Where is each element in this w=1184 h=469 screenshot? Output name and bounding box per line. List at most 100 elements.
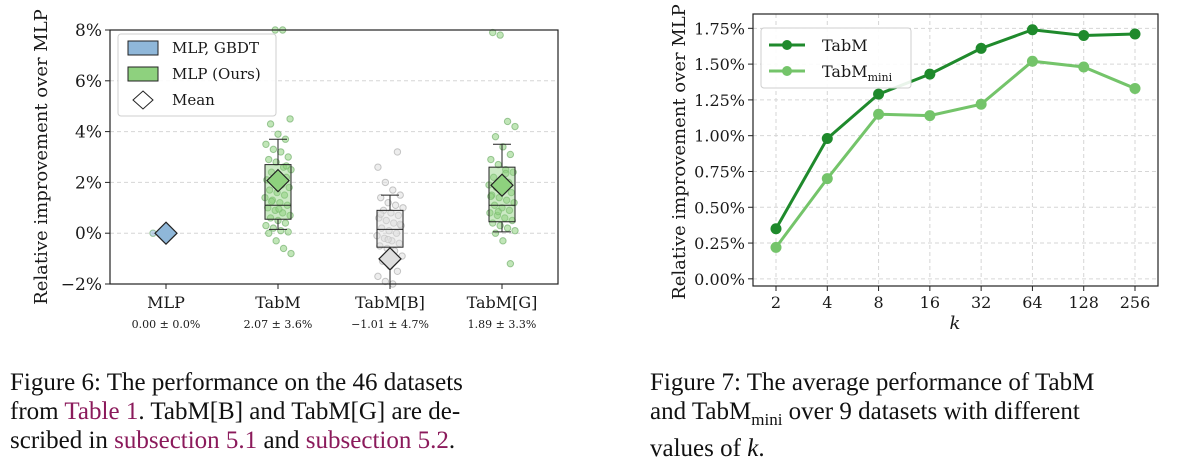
legend-label-ours: MLP (Ours) [172, 65, 261, 83]
fig6-data-point [381, 178, 390, 187]
fig6-data-point [389, 186, 397, 194]
fig6-x-tick-label: MLP [147, 293, 185, 312]
fig6-points [149, 26, 519, 288]
fig7-data-point [1129, 82, 1141, 94]
fig6-data-point [387, 209, 395, 217]
fig6-data-point [381, 277, 390, 286]
fig6-mean-marker [154, 221, 178, 246]
subsection-5-2-link[interactable]: subsection 5.2 [305, 427, 449, 454]
fig6-data-point [384, 235, 392, 244]
fig7-data-point [873, 108, 885, 120]
fig6-data-point [489, 28, 497, 37]
legend-marker-tabm-mini [782, 66, 792, 76]
fig7-caption-k: k [747, 435, 759, 462]
fig6-data-point [395, 239, 403, 248]
fig7-data-point [1078, 29, 1090, 41]
legend-label-tabm-mini: TabMmini [822, 62, 893, 84]
fig7-caption-line-1: Figure 7: The average performance of Tab… [650, 369, 1095, 396]
fig7-x-tick-label: 32 [971, 293, 991, 312]
fig7-data-point [821, 133, 833, 145]
fig7-x-tick-label: 256 [1120, 293, 1151, 312]
fig6-y-tick-label: 4% [75, 123, 102, 143]
fig6-data-point [272, 237, 280, 245]
fig6-caption-text: . TabM[B] and TabM[G] are de- [138, 398, 461, 425]
fig6-mean-marker [266, 168, 290, 193]
fig6-y-tick-label: 8% [75, 21, 102, 41]
fig6-data-point [286, 211, 294, 220]
fig6-data-point [394, 211, 403, 220]
fig6-data-point [501, 214, 509, 222]
legend-label-mean: Mean [172, 91, 215, 109]
fig6-data-point [267, 197, 276, 206]
fig7-series-line [774, 59, 1136, 249]
legend-swatch-baseline [127, 40, 159, 56]
fig6-data-point [503, 224, 512, 232]
fig6-data-point [499, 237, 507, 245]
fig6-data-point [486, 209, 494, 217]
fig6-group-stat: −1.01 ± 4.7% [351, 318, 429, 331]
fig7-data-point [821, 173, 833, 185]
fig7-y-axis-label: Relative improvement over MLP [669, 4, 690, 300]
fig6-data-point [374, 163, 382, 171]
fig6-data-point [262, 221, 270, 230]
fig7-data-point [770, 223, 782, 235]
fig7-y-tick-label: 0.00% [694, 270, 745, 289]
fig6-data-point [265, 155, 273, 164]
fig6-data-point [393, 267, 402, 275]
table-1-link[interactable]: Table 1 [64, 398, 139, 425]
fig6-group-stat: 0.00 ± 0.0% [132, 318, 201, 331]
fig6-caption-text: . [448, 427, 456, 454]
fig7-y-tick-label: 0.50% [694, 198, 745, 217]
fig6-x-ticks: MLP 0.00 ± 0.0% TabM 2.07 ± 3.6% TabM[B] −1.0… [132, 284, 538, 331]
fig7-data-point [924, 110, 936, 122]
fig6-group-stat: 2.07 ± 3.6% [244, 318, 313, 331]
fig7-x-tick-label: 2 [771, 293, 781, 312]
fig6-data-point [274, 130, 282, 138]
fig6-data-point [377, 193, 385, 202]
fig6-x-tick-label: TabM[G] [467, 293, 538, 312]
fig6-caption-text: from [10, 398, 65, 425]
fig6-x-tick-label: TabM[B] [355, 293, 425, 312]
fig7-y-tick-label: 1.00% [694, 127, 745, 146]
legend-label-baseline: MLP, GBDT [172, 39, 259, 57]
fig6-data-point [279, 244, 288, 253]
fig6-y-tick-label: −2% [61, 275, 102, 295]
fig7-x-tick-label: 64 [1022, 293, 1042, 312]
fig6-box [376, 209, 404, 248]
fig7-legend: TabM TabMmini [760, 27, 912, 89]
fig6-legend: MLP, GBDT MLP (Ours) Mean [117, 33, 277, 117]
fig7-caption-text: and TabM [650, 398, 752, 425]
fig6-data-point [266, 120, 275, 128]
fig6-data-point [507, 188, 515, 197]
fig6-data-point [510, 199, 518, 207]
fig6-data-point [506, 150, 515, 159]
figure-6-caption: Figure 6: The performance on the 46 data… [10, 368, 585, 455]
fig7-data-point [924, 68, 936, 80]
fig6-data-point [496, 31, 504, 39]
fig6-data-point [281, 219, 290, 227]
subsection-5-1-link[interactable]: subsection 5.1 [114, 427, 258, 454]
fig6-data-point [494, 207, 502, 216]
fig6-data-point [499, 143, 507, 151]
fig6-y-axis-label: Relative improvement over MLP [31, 9, 52, 305]
fig6-mean-marker [378, 247, 402, 271]
fig6-data-point [286, 115, 294, 123]
fig7-caption-text: values of [650, 435, 748, 462]
fig6-caption-line-2: from Table 1. TabM[B] and TabM[G] are de… [10, 397, 585, 426]
fig6-caption-line-1: Figure 6: The performance on the 46 data… [10, 369, 463, 396]
fig6-data-point [265, 186, 274, 194]
legend-mean-diamond-icon [132, 90, 154, 110]
fig7-y-tick-label: 1.75% [694, 19, 745, 38]
fig6-data-point [277, 148, 285, 156]
fig6-y-tick-label: 2% [75, 173, 102, 193]
figure-7-line-chart: 0.00% 0.25% 0.50% 0.75% 1.00% 1.25% 1.50% 1.75%… [669, 4, 1159, 334]
fig7-legend-frame [760, 27, 912, 89]
fig7-plot-frame [752, 13, 1159, 287]
fig6-data-point [269, 145, 278, 154]
fig7-x-tick-label: 128 [1068, 293, 1099, 312]
fig6-data-point [287, 249, 295, 258]
fig6-data-point [487, 155, 495, 164]
fig6-data-point [502, 196, 511, 204]
fig7-y-ticks: 0.00% 0.25% 0.50% 0.75% 1.00% 1.25% 1.50% 1.75% [694, 19, 753, 289]
legend-label-tabm: TabM [822, 36, 868, 55]
